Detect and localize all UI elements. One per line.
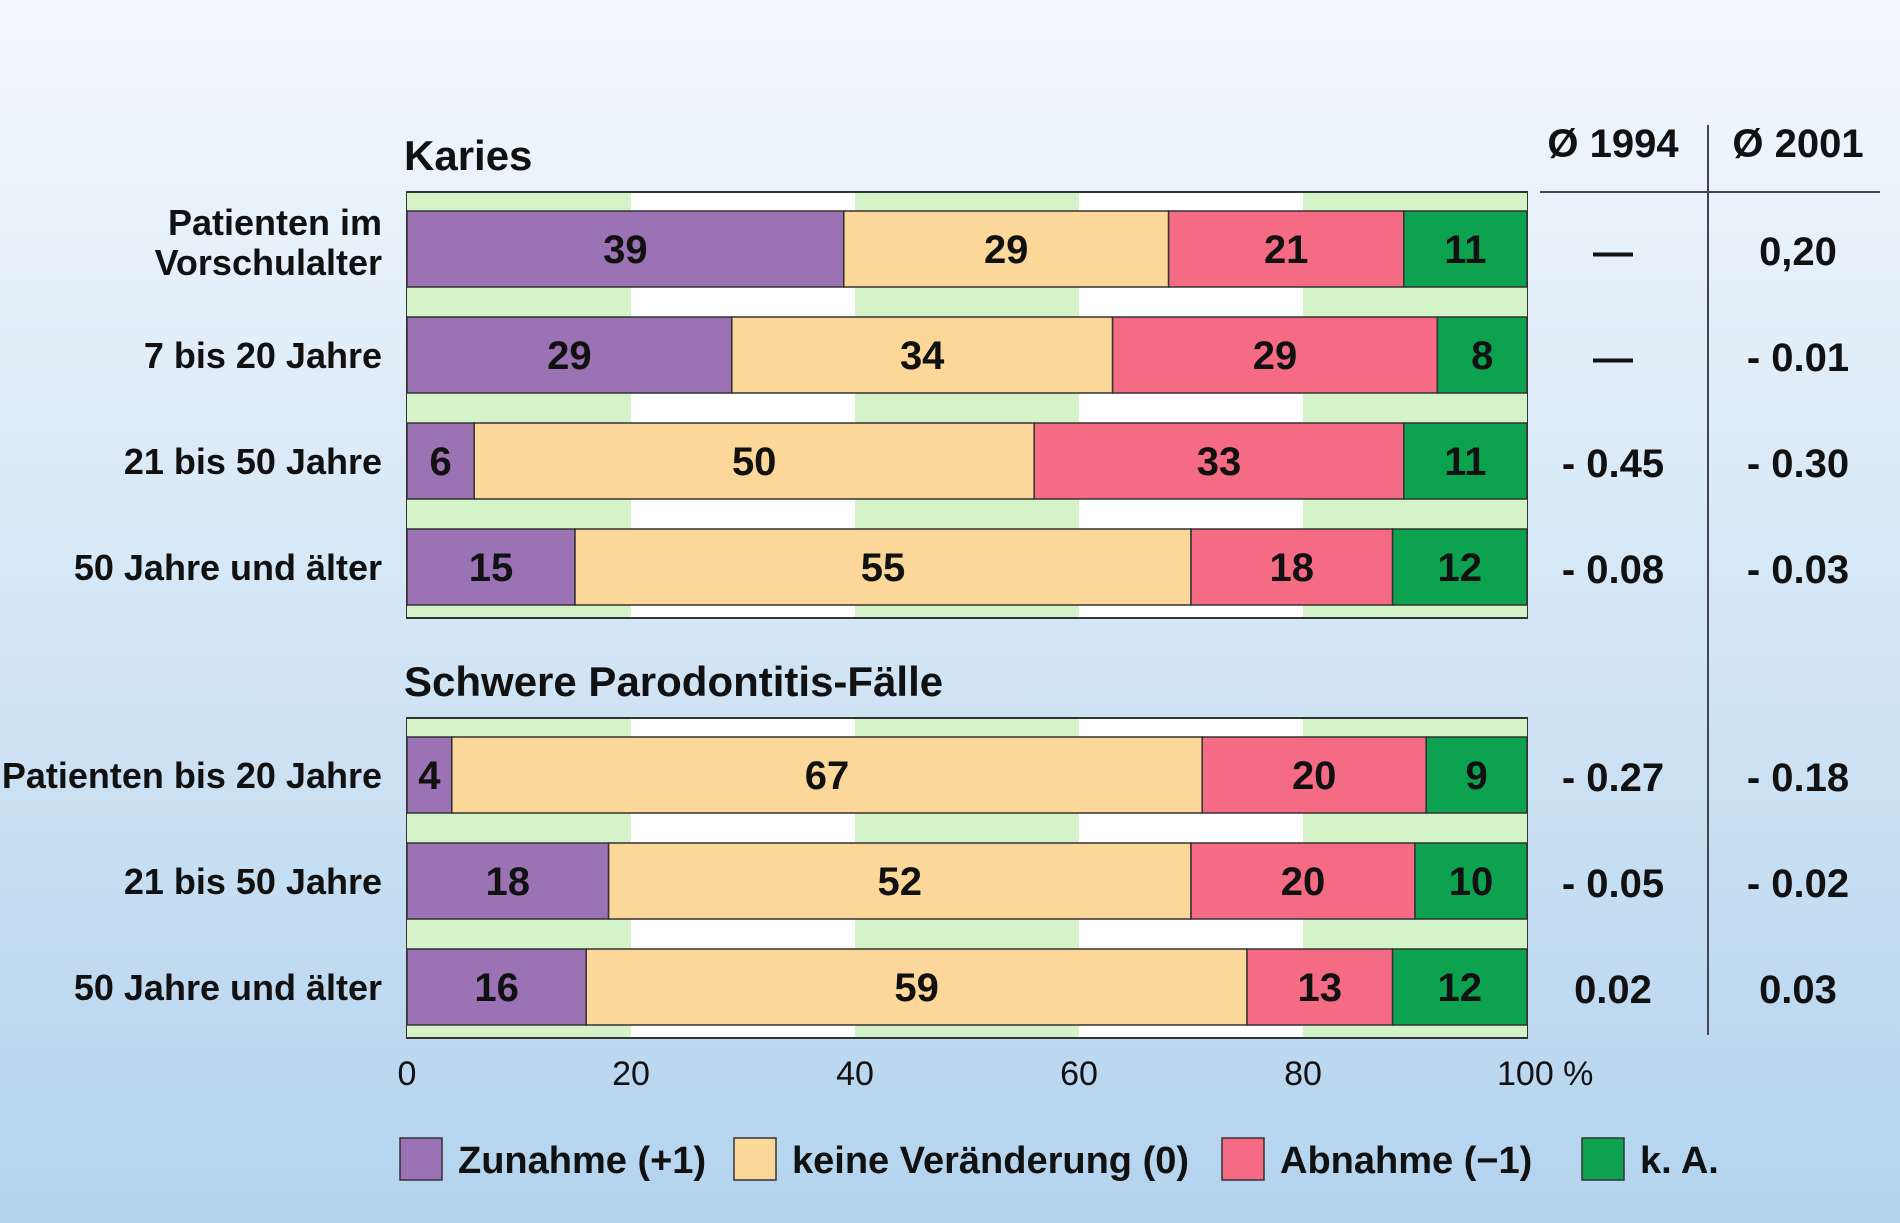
x-tick-label: 20 [612,1055,650,1093]
bar-value-label: 12 [1438,966,1483,1010]
bar-segment [843,210,1170,288]
bar-value-label: 33 [1197,440,1242,484]
x-tick-label: 80 [1284,1055,1322,1093]
bar-value-label: 18 [486,860,531,904]
row-label: 50 Jahre und älter [74,547,382,588]
bar-value-label: 55 [861,546,906,590]
bar-segment [1033,422,1405,500]
row-label: 21 bis 50 Jahre [124,441,382,482]
avg-1994-value: — [1593,336,1633,380]
section-title: Karies [404,132,532,179]
bar-segment [473,422,1035,500]
bar-value-label: 59 [894,966,939,1010]
bar-segment [406,528,576,606]
x-tick-label: 0 [398,1055,417,1093]
bar-value-label: 4 [418,754,441,798]
section-title: Schwere Parodontitis-Fälle [404,658,943,705]
bar-segment [1167,210,1405,288]
bar-segment [451,736,1203,814]
row-label: Patienten bis 20 Jahre [2,755,382,796]
bar-value-label: 67 [805,754,850,798]
x-tick-label: 100 % [1497,1055,1593,1093]
bar-value-label: 12 [1438,546,1483,590]
bar-value-label: 15 [469,546,514,590]
bar-segment [574,528,1192,606]
bar-segment [406,842,610,920]
legend-swatch [1581,1137,1625,1181]
row-label: 21 bis 50 Jahre [124,861,382,902]
avg-1994-value: - 0.27 [1562,756,1664,800]
bar-segment [1425,736,1528,814]
bar-value-label: 29 [547,334,592,378]
row-label: 50 Jahre und älter [74,967,382,1008]
bar-segment [585,948,1248,1026]
avg-1994-value: — [1593,230,1633,274]
avg-2001-value: 0.03 [1759,968,1837,1012]
bar-value-label: 6 [429,440,451,484]
bar-value-label: 20 [1281,860,1326,904]
bar-segment [1246,948,1394,1026]
bar-segment [607,842,1192,920]
bar-value-label: 11 [1444,228,1486,272]
avg-2001-value: - 0.01 [1747,336,1849,380]
avg-1994-value: 0.02 [1574,968,1652,1012]
column-header-1994: Ø 1994 [1547,122,1679,166]
bar-segment [1201,736,1427,814]
bar-segment [731,316,1114,394]
bar-segment [1403,210,1528,288]
bar-value-label: 29 [1253,334,1298,378]
bar-value-label: 50 [732,440,777,484]
bar-value-label: 18 [1270,546,1315,590]
bar-value-label: 29 [984,228,1029,272]
x-tick-label: 40 [836,1055,874,1093]
row-label: Patienten im [168,202,382,243]
avg-1994-value: - 0.45 [1562,442,1664,486]
legend-label: keine Veränderung (0) [792,1140,1189,1182]
avg-1994-value: - 0.05 [1562,862,1664,906]
bar-value-label: 16 [474,966,519,1010]
avg-1994-value: - 0.08 [1562,548,1664,592]
legend-label: Abnahme (−1) [1280,1140,1532,1182]
avg-2001-value: - 0.18 [1747,756,1849,800]
avg-2001-value: - 0.30 [1747,442,1849,486]
bar-value-label: 52 [878,860,923,904]
bar-segment [1414,842,1528,920]
column-header-2001: Ø 2001 [1732,122,1863,166]
bar-segment [1436,316,1528,394]
bar-value-label: 39 [603,228,648,272]
bar-segment [1403,422,1528,500]
legend-swatch [1221,1137,1265,1181]
bar-value-label: 21 [1264,228,1309,272]
bar-segment [406,736,453,814]
legend-label: k. A. [1640,1140,1719,1182]
legend-label: Zunahme (+1) [458,1140,706,1182]
bar-value-label: 34 [900,334,945,378]
bar-value-label: 11 [1444,440,1486,484]
bar-segment [1190,842,1416,920]
bar-value-label: 10 [1449,860,1494,904]
bar-value-label: 9 [1465,754,1487,798]
bar-segment [406,316,733,394]
row-label: Vorschulalter [155,242,382,283]
bar-value-label: 20 [1292,754,1337,798]
row-label: 7 bis 20 Jahre [144,335,382,376]
x-tick-label: 60 [1060,1055,1098,1093]
avg-2001-value: - 0.03 [1747,548,1849,592]
avg-2001-value: - 0.02 [1747,862,1849,906]
bar-segment [1111,316,1439,394]
bar-segment [1391,528,1528,606]
legend-swatch [733,1137,777,1181]
bar-segment [1391,948,1528,1026]
avg-2001-value: 0,20 [1759,230,1837,274]
bar-value-label: 13 [1298,966,1343,1010]
legend-swatch [399,1137,443,1181]
bar-value-label: 8 [1471,334,1493,378]
